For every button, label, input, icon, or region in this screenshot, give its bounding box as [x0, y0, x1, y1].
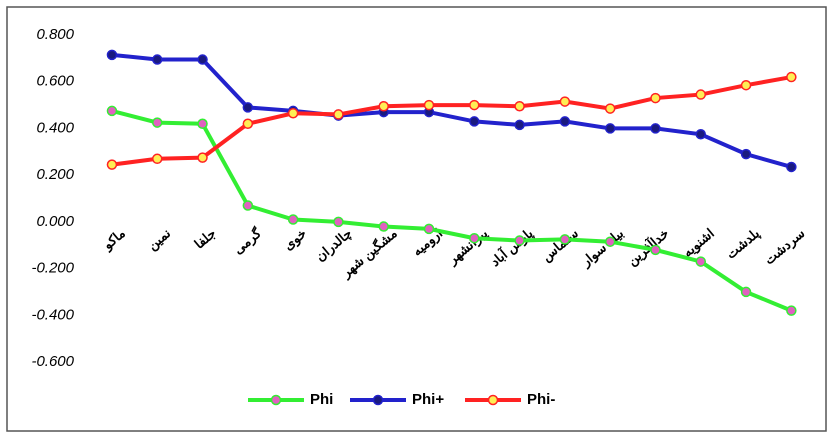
point	[604, 236, 616, 247]
point	[151, 117, 163, 128]
legend-marker	[372, 394, 384, 406]
point	[469, 99, 480, 111]
point	[650, 123, 661, 134]
point	[469, 116, 480, 127]
point	[378, 100, 389, 112]
point	[786, 161, 797, 173]
series-line	[111, 108, 793, 313]
point	[650, 244, 661, 256]
point	[604, 103, 616, 114]
legend-label: Phi-	[527, 391, 555, 408]
point	[197, 54, 208, 65]
series-line	[111, 75, 792, 167]
point	[650, 92, 661, 104]
point	[786, 71, 797, 83]
y-tick-label: 0.400	[36, 119, 74, 136]
point	[740, 79, 752, 91]
point	[695, 129, 707, 140]
point	[740, 148, 752, 160]
y-tick-label: 0.000	[36, 213, 74, 230]
legend-marker	[270, 394, 282, 406]
point	[106, 159, 118, 170]
point	[333, 109, 344, 120]
point	[242, 102, 254, 113]
legend-marker	[487, 394, 499, 406]
point	[559, 116, 571, 127]
point	[559, 96, 571, 107]
point	[197, 118, 208, 130]
point	[333, 216, 344, 228]
series-line	[111, 52, 792, 169]
point	[287, 107, 299, 119]
point	[604, 123, 616, 134]
legend-label: Phi	[310, 391, 333, 408]
y-tick-label: -0.200	[31, 260, 74, 277]
point	[423, 223, 435, 235]
point	[514, 100, 525, 112]
legend-label: Phi+	[412, 391, 444, 408]
point	[242, 118, 254, 130]
y-tick-label: 0.200	[36, 166, 74, 183]
y-tick-label: 0.600	[36, 73, 74, 90]
point	[695, 256, 707, 267]
y-tick-label: -0.400	[31, 306, 74, 323]
point	[287, 214, 299, 225]
point	[423, 99, 435, 111]
y-tick-label: 0.800	[36, 26, 74, 43]
point	[786, 305, 797, 316]
point	[469, 232, 480, 244]
point	[106, 49, 118, 61]
point	[514, 119, 525, 131]
point	[695, 89, 707, 100]
point	[242, 200, 254, 211]
chart-frame	[6, 6, 827, 432]
point	[151, 153, 163, 165]
point	[197, 152, 208, 163]
point	[740, 286, 752, 298]
point	[106, 105, 118, 117]
point	[514, 235, 525, 246]
point	[151, 54, 163, 65]
point	[378, 221, 389, 232]
point	[559, 234, 571, 245]
y-tick-label: -0.600	[31, 353, 74, 370]
